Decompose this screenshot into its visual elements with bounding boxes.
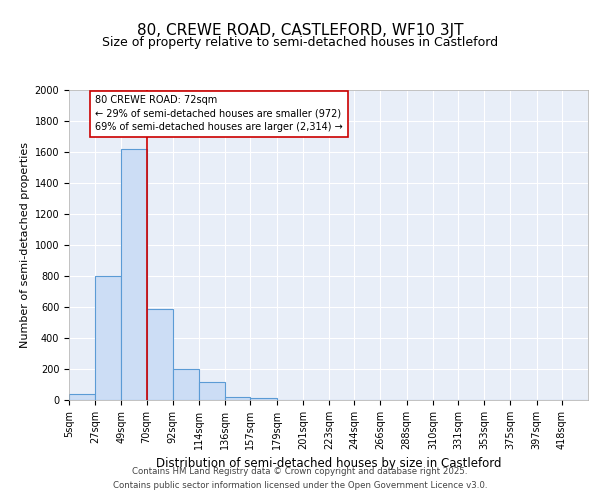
Bar bbox=[173, 369, 199, 400]
Y-axis label: Number of semi-detached properties: Number of semi-detached properties bbox=[20, 142, 31, 348]
Bar bbox=[146, 308, 173, 400]
Bar bbox=[199, 382, 225, 400]
Bar bbox=[121, 149, 146, 400]
Text: Size of property relative to semi-detached houses in Castleford: Size of property relative to semi-detach… bbox=[102, 36, 498, 49]
Text: 80, CREWE ROAD, CASTLEFORD, WF10 3JT: 80, CREWE ROAD, CASTLEFORD, WF10 3JT bbox=[137, 22, 463, 38]
X-axis label: Distribution of semi-detached houses by size in Castleford: Distribution of semi-detached houses by … bbox=[156, 458, 501, 470]
Text: Contains HM Land Registry data © Crown copyright and database right 2025.: Contains HM Land Registry data © Crown c… bbox=[132, 467, 468, 476]
Bar bbox=[95, 276, 121, 400]
Bar bbox=[225, 397, 250, 400]
Bar bbox=[69, 394, 95, 400]
Bar bbox=[250, 398, 277, 400]
Text: 80 CREWE ROAD: 72sqm
← 29% of semi-detached houses are smaller (972)
69% of semi: 80 CREWE ROAD: 72sqm ← 29% of semi-detac… bbox=[95, 96, 343, 132]
Text: Contains public sector information licensed under the Open Government Licence v3: Contains public sector information licen… bbox=[113, 481, 487, 490]
